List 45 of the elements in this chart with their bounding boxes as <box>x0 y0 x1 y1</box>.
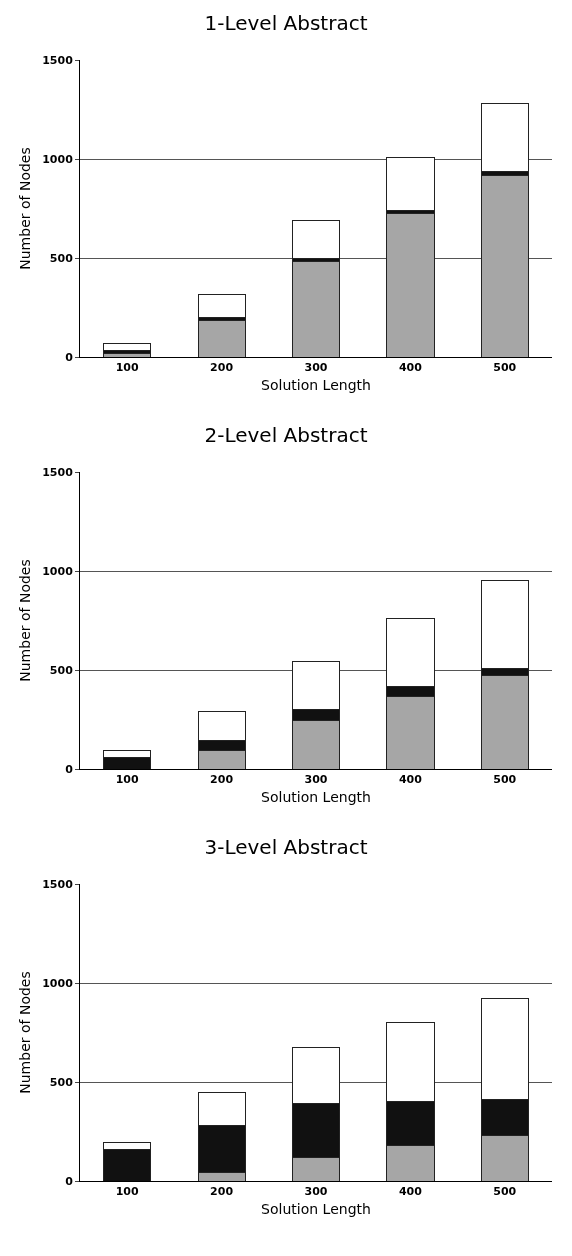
x-tick-label: 100 <box>115 773 140 787</box>
y-tick-label: 500 <box>49 663 74 677</box>
y-tick-label: 0 <box>65 350 74 364</box>
bar <box>386 212 435 357</box>
x-tick-label: 200 <box>210 773 234 787</box>
bar <box>291 219 341 260</box>
bar <box>291 261 341 357</box>
x-axis-title: Solution Length <box>261 1200 371 1217</box>
x-tick-label: 300 <box>304 361 328 375</box>
y-tick-label: 500 <box>49 1075 74 1089</box>
x-tick-label: 300 <box>304 1185 328 1199</box>
y-axis-title: Number of Nodes <box>16 559 33 682</box>
y-tick-label: 1500 <box>42 877 74 891</box>
x-tick-label: 200 <box>210 1185 234 1199</box>
y-tick-label: 1500 <box>42 465 74 479</box>
x-tick-label: 500 <box>493 361 517 375</box>
x-tick-label: 400 <box>398 361 423 375</box>
bar <box>480 175 529 357</box>
x-tick-label: 200 <box>210 361 234 375</box>
y-tick-label: 0 <box>65 1174 74 1188</box>
y-tick-label: 1000 <box>42 976 74 990</box>
x-axis-title: Solution Length <box>261 376 371 393</box>
y-axis-title: Number of Nodes <box>16 971 33 1094</box>
y-tick-label: 0 <box>65 762 74 776</box>
chart-title: 2-Level Abstract <box>204 423 368 448</box>
x-tick-label: 300 <box>304 773 328 787</box>
bar <box>197 319 246 357</box>
bar <box>103 342 152 351</box>
x-tick-label: 500 <box>493 1185 517 1199</box>
bar <box>197 294 246 318</box>
y-axis-title: Number of Nodes <box>16 147 33 270</box>
x-tick-label: 400 <box>398 773 423 787</box>
bar <box>480 103 529 173</box>
y-tick-label: 1000 <box>42 564 74 578</box>
y-tick-label: 1500 <box>42 53 74 67</box>
x-axis-title: Solution Length <box>261 788 371 805</box>
chart-title: 3-Level Abstract <box>204 835 368 860</box>
chart-title: 1-Level Abstract <box>204 11 368 36</box>
x-tick-label: 500 <box>493 773 517 787</box>
bar <box>386 156 435 211</box>
x-tick-label: 400 <box>398 1185 423 1199</box>
y-tick-label: 500 <box>49 251 74 265</box>
y-tick-label: 1000 <box>42 152 74 166</box>
x-tick-label: 100 <box>115 361 140 375</box>
x-tick-label: 100 <box>115 1185 140 1199</box>
